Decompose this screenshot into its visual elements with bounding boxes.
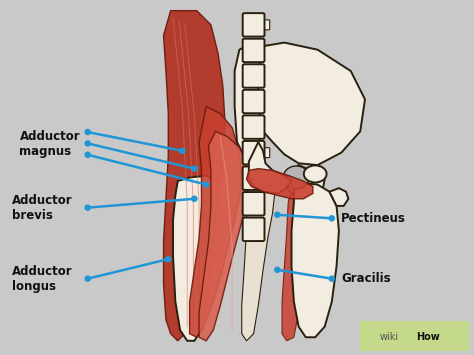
FancyBboxPatch shape	[243, 115, 264, 139]
Point	[273, 267, 281, 273]
Polygon shape	[246, 169, 313, 199]
Text: Adductor
brevis: Adductor brevis	[12, 194, 73, 222]
FancyBboxPatch shape	[243, 218, 264, 241]
Text: How: How	[416, 332, 440, 342]
Point	[191, 196, 198, 202]
Point	[191, 166, 198, 171]
Point	[202, 182, 210, 187]
FancyBboxPatch shape	[243, 192, 264, 215]
Polygon shape	[190, 106, 242, 337]
Text: Adductor
magnus: Adductor magnus	[19, 130, 80, 158]
Polygon shape	[199, 131, 249, 341]
FancyBboxPatch shape	[243, 166, 264, 190]
Point	[328, 276, 336, 282]
Point	[273, 212, 281, 218]
Polygon shape	[282, 186, 307, 341]
Point	[179, 148, 186, 154]
Text: wiki: wiki	[380, 332, 399, 342]
Point	[84, 276, 91, 282]
Text: Gracilis: Gracilis	[341, 272, 391, 285]
FancyBboxPatch shape	[360, 321, 469, 351]
FancyBboxPatch shape	[260, 45, 270, 55]
FancyBboxPatch shape	[243, 141, 264, 164]
Polygon shape	[258, 43, 365, 165]
Point	[84, 129, 91, 135]
FancyBboxPatch shape	[260, 71, 270, 81]
FancyBboxPatch shape	[260, 20, 270, 30]
Polygon shape	[292, 183, 339, 337]
Point	[84, 205, 91, 211]
Polygon shape	[249, 142, 292, 193]
FancyBboxPatch shape	[260, 148, 270, 158]
FancyBboxPatch shape	[243, 39, 264, 62]
Polygon shape	[287, 165, 325, 199]
Polygon shape	[242, 165, 275, 341]
FancyBboxPatch shape	[260, 173, 270, 183]
Polygon shape	[173, 176, 218, 341]
FancyBboxPatch shape	[243, 64, 264, 88]
Ellipse shape	[283, 166, 310, 189]
Polygon shape	[235, 46, 263, 162]
FancyBboxPatch shape	[243, 13, 264, 37]
Point	[164, 256, 172, 262]
Text: Adductor
longus: Adductor longus	[12, 265, 73, 293]
FancyBboxPatch shape	[260, 122, 270, 132]
Point	[328, 215, 336, 221]
FancyBboxPatch shape	[260, 97, 270, 106]
Text: Pectineus: Pectineus	[341, 212, 406, 225]
Ellipse shape	[304, 165, 327, 182]
Point	[84, 152, 91, 158]
Point	[84, 141, 91, 146]
Polygon shape	[329, 188, 348, 206]
Polygon shape	[164, 11, 225, 341]
FancyBboxPatch shape	[243, 90, 264, 113]
